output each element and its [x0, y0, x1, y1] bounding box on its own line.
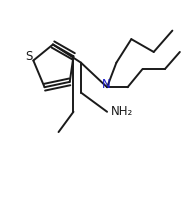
Text: S: S	[25, 50, 32, 63]
Text: NH₂: NH₂	[111, 105, 133, 118]
Text: N: N	[102, 77, 111, 91]
